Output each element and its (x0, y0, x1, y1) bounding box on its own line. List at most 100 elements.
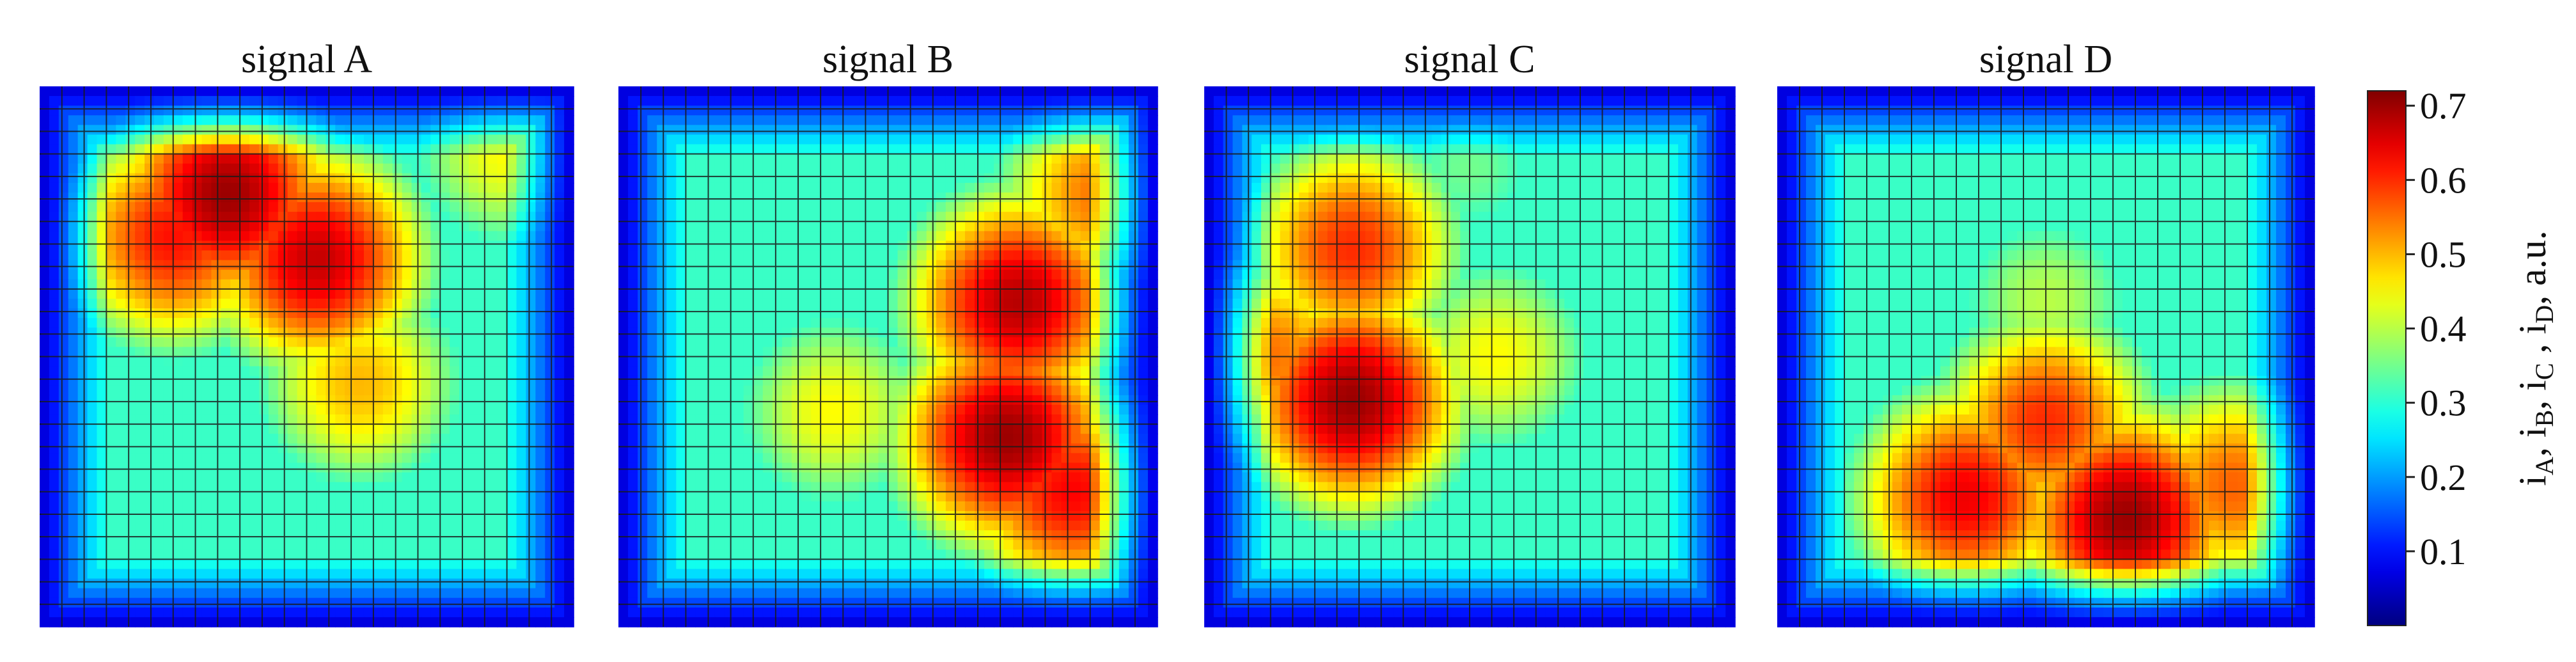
heatmap-cell (450, 125, 460, 136)
heatmap-cell (230, 530, 240, 540)
heatmap-cell (618, 366, 629, 377)
heatmap-cell (1109, 318, 1120, 329)
heatmap-cell (994, 250, 1004, 261)
heatmap-cell (516, 154, 527, 164)
heatmap-cell (907, 182, 918, 193)
heatmap-cell (1042, 134, 1053, 145)
heatmap-cell (459, 106, 469, 116)
heatmap-cell (1080, 212, 1091, 223)
heatmap-cell (468, 231, 479, 242)
heatmap-cell (497, 540, 508, 551)
heatmap-cell (373, 443, 384, 454)
heatmap-cell (116, 375, 126, 386)
heatmap-cell (849, 308, 860, 319)
heatmap-cell (363, 144, 374, 155)
heatmap-cell (526, 482, 537, 493)
heatmap-cell (382, 250, 393, 261)
heatmap-cell (964, 106, 975, 116)
heatmap-cell (297, 472, 308, 483)
heatmap-cell (268, 288, 279, 299)
heatmap-cell (468, 375, 479, 386)
heatmap-cell (249, 144, 260, 155)
heatmap-cell (373, 375, 384, 386)
heatmap-cell (125, 144, 136, 155)
heatmap-cell (964, 212, 975, 223)
heatmap-cell (945, 327, 956, 338)
heatmap-cell (392, 482, 403, 493)
heatmap-cell (430, 308, 441, 319)
heatmap-cell (354, 318, 365, 329)
heatmap-cell (116, 86, 126, 97)
heatmap-cell (705, 260, 716, 271)
heatmap-cell (564, 260, 574, 271)
heatmap-cell (821, 288, 831, 299)
heatmap-cell (705, 327, 716, 338)
heatmap-cell (440, 462, 450, 473)
heatmap-cell (811, 298, 821, 309)
heatmap-cell (868, 212, 879, 223)
heatmap-cell (440, 424, 450, 435)
heatmap-cell (249, 414, 260, 425)
heatmap-cell (859, 327, 870, 338)
heatmap-cell (926, 86, 937, 97)
heatmap-cell (628, 221, 638, 232)
heatmap-cell (287, 607, 298, 618)
heatmap-cell (68, 510, 79, 521)
heatmap-cell (897, 202, 908, 212)
heatmap-cell (974, 337, 985, 348)
heatmap-cell (554, 404, 565, 415)
heatmap-cell (916, 221, 927, 232)
heatmap-cell (628, 182, 638, 193)
heatmap-cell (268, 559, 279, 570)
heatmap-cell (859, 375, 870, 386)
heatmap-cell (373, 96, 384, 106)
heatmap-cell (974, 212, 985, 223)
heatmap-cell (545, 597, 555, 608)
heatmap-cell (287, 530, 298, 540)
heatmap-cell (421, 491, 432, 502)
heatmap-cell (411, 510, 422, 521)
heatmap-cell (249, 125, 260, 136)
heatmap-cell (440, 414, 450, 425)
heatmap-cell (354, 347, 365, 358)
heatmap-cell (306, 288, 317, 299)
heatmap-cell (163, 375, 174, 386)
heatmap-cell (618, 337, 629, 348)
heatmap-cell (363, 597, 374, 608)
heatmap-cell (201, 154, 212, 164)
heatmap-cell (1138, 173, 1149, 184)
heatmap-cell (743, 202, 754, 212)
heatmap-cell (450, 510, 460, 521)
heatmap-cell (106, 86, 117, 97)
heatmap-cell (638, 298, 648, 309)
heatmap-cell (974, 298, 985, 309)
heatmap-cell (1003, 318, 1014, 329)
heatmap-cell (554, 395, 565, 406)
heatmap-cell (705, 288, 716, 299)
heatmap-cell (392, 375, 403, 386)
heatmap-cell (1099, 202, 1110, 212)
heatmap-cell (40, 578, 50, 589)
heatmap-cell (211, 154, 222, 164)
heatmap-cell (916, 202, 927, 212)
heatmap-cell (1090, 134, 1101, 145)
heatmap-cell (58, 269, 69, 280)
heatmap-cell (478, 337, 489, 348)
heatmap-cell (1128, 231, 1139, 242)
heatmap-cell (1128, 366, 1139, 377)
heatmap-cell (487, 288, 498, 299)
heatmap-cell (1013, 96, 1024, 106)
heatmap-cell (1023, 240, 1033, 251)
heatmap-cell (411, 366, 422, 377)
heatmap-cell (734, 125, 744, 136)
heatmap-cell (278, 617, 288, 627)
heatmap-cell (535, 356, 546, 367)
heatmap-cell (1003, 202, 1014, 212)
heatmap-cell (724, 182, 735, 193)
heatmap-cell (326, 240, 336, 251)
heatmap-cell (326, 86, 336, 97)
heatmap-cell (516, 617, 527, 627)
heatmap-cell (1090, 250, 1101, 261)
heatmap-cell (705, 298, 716, 309)
heatmap-cell (249, 530, 260, 540)
